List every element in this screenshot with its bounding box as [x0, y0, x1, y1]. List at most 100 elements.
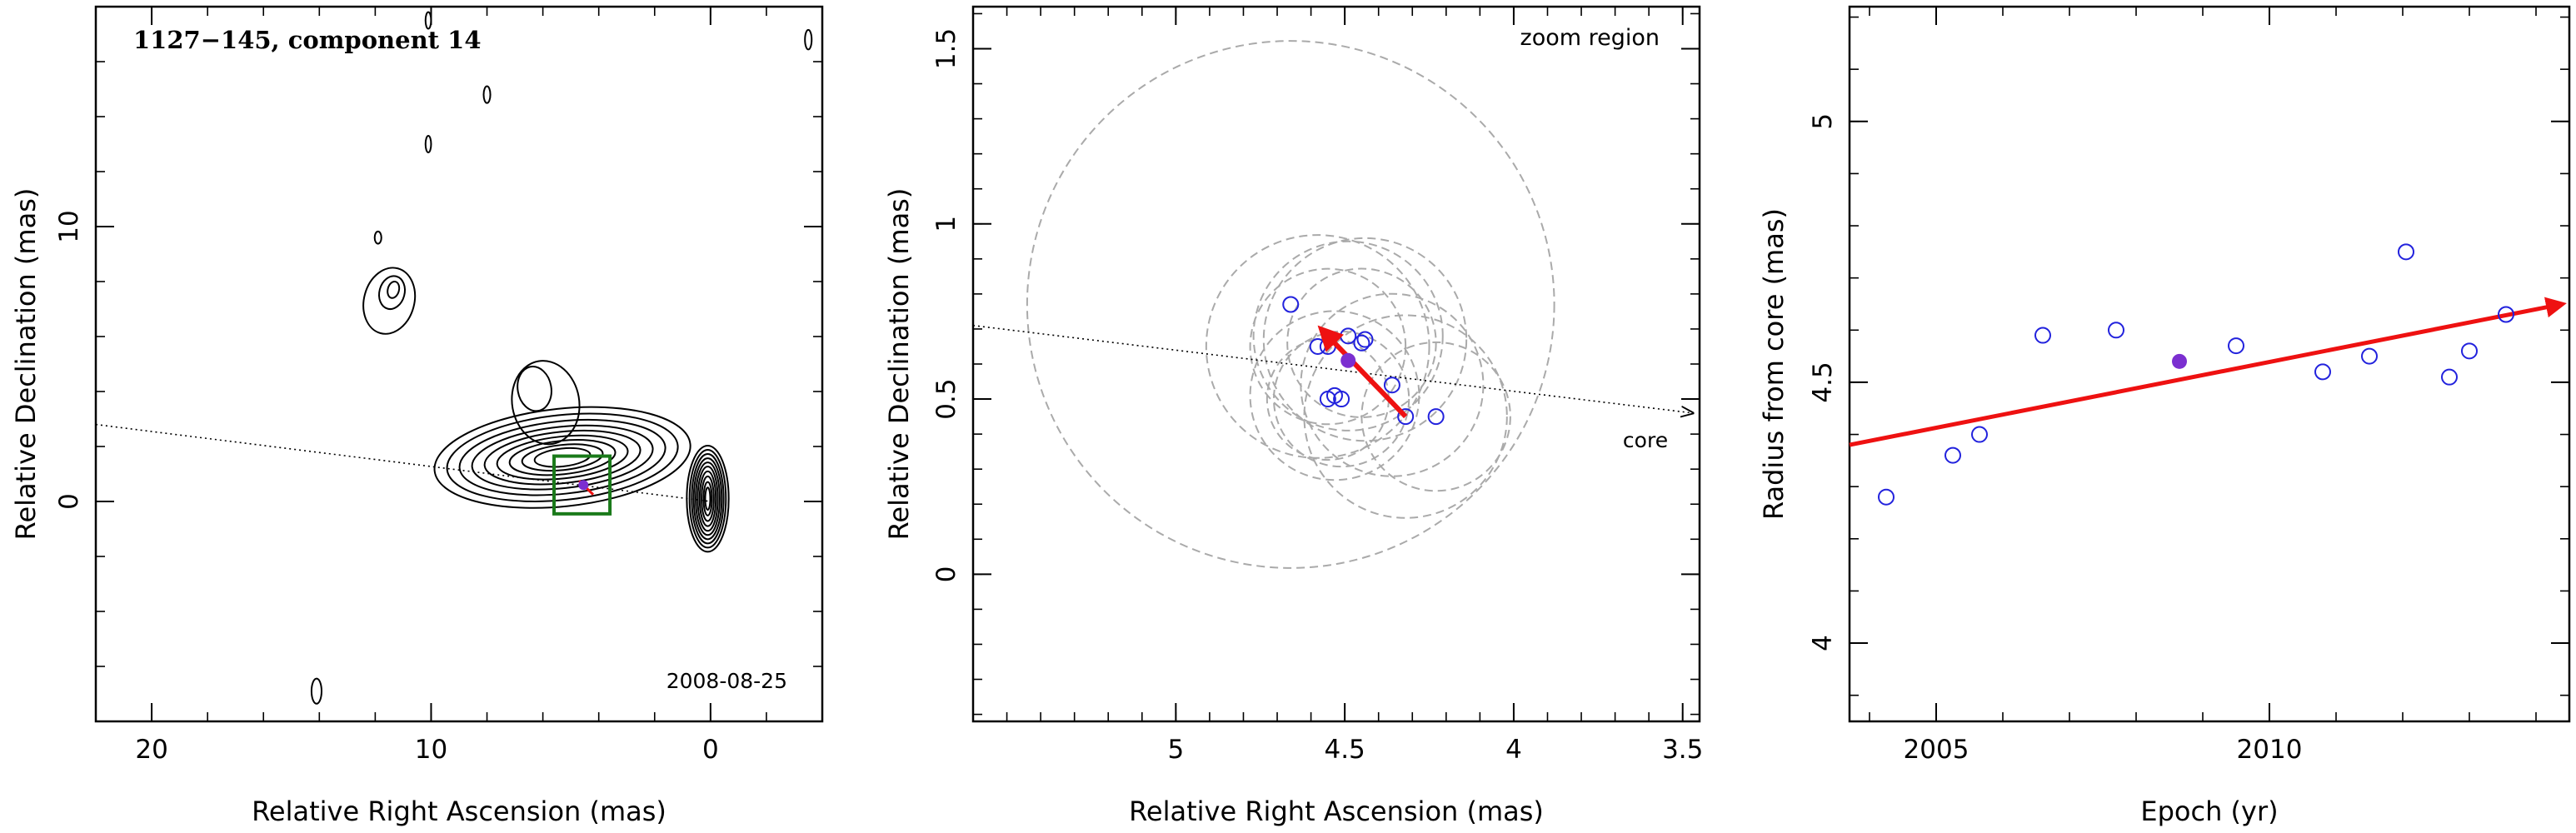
- panel1-ticks: 20 10 0 0 10: [54, 6, 823, 765]
- data-point: [2314, 363, 2331, 381]
- contour-line: [704, 486, 711, 511]
- p3-x-tick-label: 2010: [2237, 735, 2303, 765]
- fit-arrow: [1849, 297, 2567, 447]
- core-label: core: [1623, 428, 1668, 452]
- panel1-title: 1127−145, component 14: [133, 26, 482, 54]
- panel-zoom-region: 5 4.5 4 3.5 0 0.5 1 1.5 zoom region core Relati…: [883, 5, 1703, 827]
- data-point: [1427, 408, 1445, 426]
- p2-y-tick-label: 1: [931, 216, 961, 232]
- error-circle: [1300, 292, 1485, 477]
- error-circles: [1026, 40, 1555, 569]
- error-circle: [1026, 40, 1555, 569]
- contour-line: [387, 281, 401, 299]
- data-point: [2361, 347, 2378, 365]
- error-circle: [1303, 314, 1508, 519]
- panel3-ticks: 2005 2010 4 4.5 5: [1808, 7, 2569, 765]
- p1-x-tick-label: 0: [702, 735, 719, 765]
- p2-x-tick-label: 4: [1505, 735, 1522, 765]
- data-point: [2228, 337, 2244, 355]
- data-point: [1383, 377, 1400, 394]
- contour-line: [691, 453, 725, 545]
- contour-line: [496, 434, 629, 481]
- contour-line: [698, 470, 717, 527]
- data-point: [1356, 331, 1374, 348]
- data-point: [2108, 322, 2124, 339]
- panel3-xlabel: Epoch (yr): [2140, 796, 2278, 827]
- contour-line: [695, 461, 721, 536]
- p3-x-tick-label: 2005: [1904, 735, 1969, 765]
- contour-line: [471, 424, 654, 491]
- error-circle: [1249, 267, 1407, 426]
- error-circle: [1272, 330, 1410, 468]
- contour-lines: [310, 11, 813, 705]
- contour-line: [362, 267, 417, 335]
- contour-line: [458, 418, 666, 496]
- p1-x-tick-label: 20: [135, 735, 167, 765]
- panel1-date-label: 2008-08-25: [666, 669, 787, 693]
- contour-line: [446, 412, 679, 502]
- panel2-ticks: 5 4.5 4 3.5 0 0.5 1 1.5: [931, 7, 1703, 765]
- contour-line: [433, 406, 691, 509]
- p2-x-tick-label: 4.5: [1324, 735, 1365, 765]
- panel2-jet-axis-line: [972, 324, 1693, 413]
- data-point: [1333, 391, 1350, 408]
- error-circle: [1360, 341, 1511, 492]
- panel2-xlabel: Relative Right Ascension (mas): [1129, 796, 1544, 827]
- contour-line: [692, 457, 723, 541]
- p2-x-tick-label: 5: [1167, 735, 1184, 765]
- contour-line: [804, 28, 813, 51]
- data-point: [1282, 296, 1300, 313]
- p2-y-tick-label: 1.5: [931, 28, 961, 69]
- panel1-xlabel: Relative Right Ascension (mas): [252, 796, 666, 827]
- panel1-component-marker: [578, 480, 589, 491]
- panel3-frame: [1848, 5, 2571, 723]
- p1-y-tick-label: 0: [54, 493, 84, 510]
- contour-line: [517, 366, 552, 412]
- data-point: [2461, 342, 2478, 360]
- p2-y-tick-label: 0: [931, 566, 961, 582]
- error-circle: [1286, 267, 1437, 418]
- panel-radius-epoch: 2005 2010 4 4.5 5 Epoch (yr) Radius from cor…: [1758, 5, 2571, 827]
- contour-line: [521, 443, 604, 472]
- contour-line: [482, 85, 492, 104]
- contour-line: [373, 230, 382, 245]
- data-point: [2498, 306, 2514, 323]
- contour-line: [483, 429, 642, 486]
- panel2-ylabel: Relative Declination (mas): [883, 188, 915, 541]
- error-circle: [1252, 240, 1444, 431]
- zoom-box: [552, 454, 612, 516]
- contour-line: [688, 449, 727, 549]
- panel2-frame: [971, 5, 1701, 723]
- zoom-region-label: zoom region: [1520, 25, 1660, 51]
- panel2-highlight-point: [1340, 352, 1356, 368]
- data-point: [1944, 446, 1961, 464]
- data-point: [2034, 327, 2051, 344]
- data-point: [2441, 368, 2458, 386]
- p3-y-tick-label: 4.5: [1808, 362, 1838, 402]
- p2-x-tick-label: 3.5: [1662, 735, 1703, 765]
- p1-y-tick-label: 10: [54, 210, 84, 242]
- panel3-highlight-point: [2172, 353, 2187, 369]
- panel-contour-map: 20 10 0 0 10 1127−145, component 14 2008-08-…: [10, 5, 824, 827]
- panel1-ylabel: Relative Declination (mas): [10, 188, 42, 541]
- panel2-velocity-arrow: [1317, 325, 1408, 419]
- contour-line: [310, 677, 322, 705]
- p1-x-tick-label: 10: [415, 735, 447, 765]
- panel1-frame: [94, 5, 824, 723]
- p2-y-tick-label: 0.5: [931, 378, 961, 419]
- data-point: [1353, 334, 1370, 352]
- data-point: [1397, 408, 1415, 426]
- contour-line: [424, 11, 432, 30]
- contour-line: [378, 275, 406, 311]
- p3-y-tick-label: 5: [1808, 113, 1838, 130]
- data-point: [1878, 488, 1895, 506]
- contour-line: [696, 466, 719, 532]
- panel1-jet-axis-line: [95, 423, 711, 502]
- contour-line: [511, 360, 581, 446]
- panel3-ylabel: Radius from core (mas): [1758, 208, 1790, 520]
- panel3-points: [1878, 243, 2514, 506]
- error-circle: [1262, 237, 1468, 442]
- p3-y-tick-label: 4: [1808, 635, 1838, 651]
- data-point: [1971, 426, 1988, 443]
